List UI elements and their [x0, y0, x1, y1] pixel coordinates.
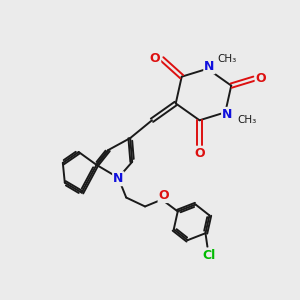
Text: O: O	[194, 148, 205, 160]
Text: CH₃: CH₃	[237, 115, 256, 125]
Text: N: N	[222, 108, 232, 121]
Text: O: O	[256, 72, 266, 85]
Text: O: O	[150, 52, 160, 65]
Text: Cl: Cl	[203, 248, 216, 262]
Text: N: N	[204, 60, 214, 73]
Text: O: O	[159, 189, 169, 202]
Text: N: N	[113, 172, 124, 185]
Text: CH₃: CH₃	[218, 54, 237, 64]
